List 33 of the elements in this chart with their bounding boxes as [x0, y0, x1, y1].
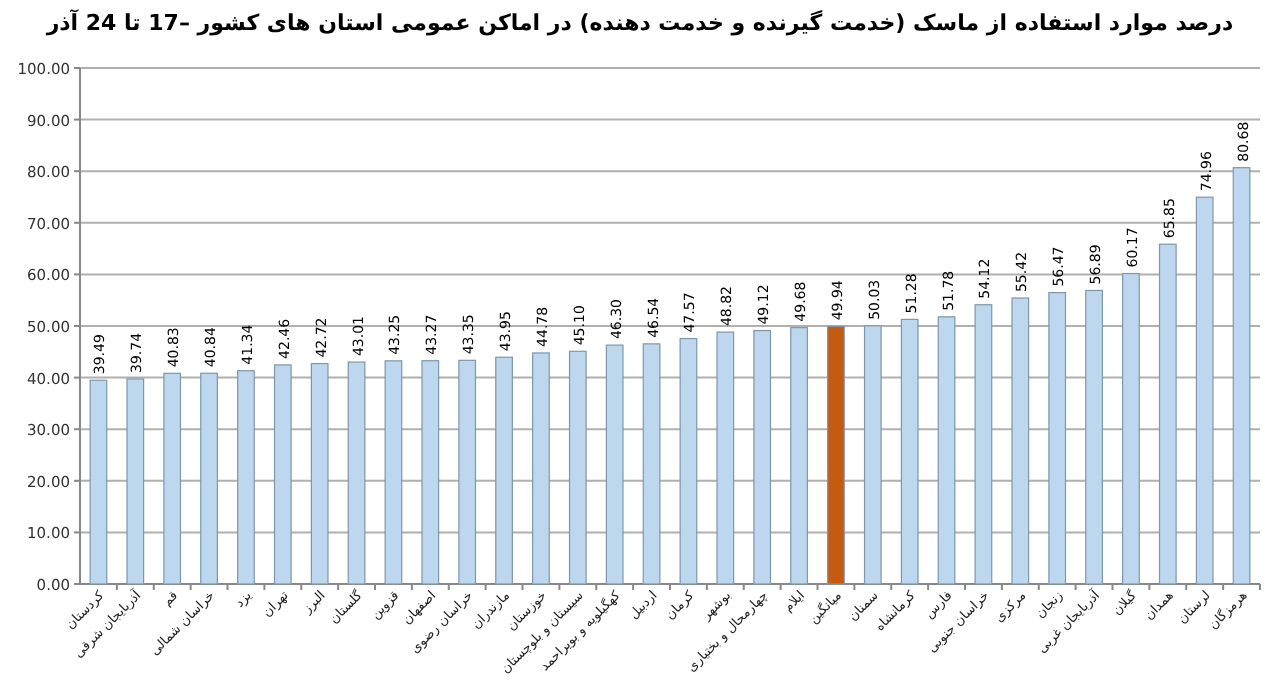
- bar: [863, 325, 882, 585]
- bar: [827, 325, 845, 585]
- bar: [1048, 292, 1067, 585]
- bar: [1011, 297, 1030, 585]
- bar: [974, 304, 993, 585]
- bar: [568, 350, 587, 585]
- bar: [126, 378, 145, 585]
- bar: [790, 327, 808, 585]
- bar: [1195, 196, 1214, 585]
- bar: [1158, 243, 1177, 585]
- bar: [237, 370, 255, 585]
- bar: [89, 379, 108, 585]
- chart-title: درصد موارد استفاده از ماسک (خدمت گیرنده و خدمت دهنده) در اماکن عمومی استان های کشور –17 تا 24 آذر: [44, 8, 1235, 36]
- bar: [1122, 272, 1140, 585]
- bar: [1232, 167, 1251, 585]
- bar: [347, 361, 366, 585]
- bar: [716, 331, 735, 585]
- bar: [605, 344, 624, 585]
- bar: [163, 372, 182, 585]
- bar: [679, 337, 698, 585]
- bar: [753, 329, 772, 585]
- bar: [200, 372, 218, 585]
- bar: [642, 343, 661, 585]
- bar: [532, 352, 550, 585]
- bar: [937, 316, 956, 585]
- bar: [900, 318, 919, 585]
- bar: [495, 356, 513, 585]
- bar: [310, 362, 329, 585]
- bar: [384, 360, 403, 585]
- bar: [1085, 289, 1103, 585]
- bar: [273, 364, 292, 585]
- bar: [458, 359, 477, 585]
- bar: [421, 360, 440, 585]
